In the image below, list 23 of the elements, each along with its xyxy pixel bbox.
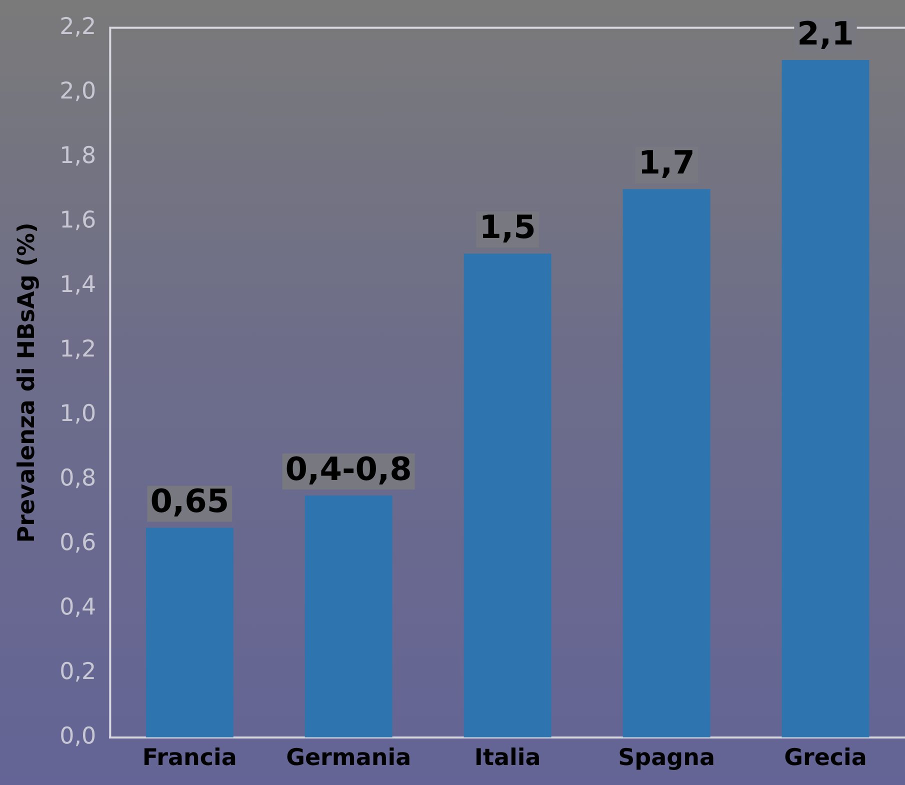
y-tick-label: 1,8 xyxy=(60,142,96,169)
data-label: 1,5 xyxy=(479,208,536,246)
y-tick-label: 0,8 xyxy=(60,465,96,492)
data-label: 0,65 xyxy=(150,482,230,520)
y-tick-label: 1,4 xyxy=(60,272,96,298)
data-label: 0,4-0,8 xyxy=(285,450,412,488)
y-tick-label: 0,0 xyxy=(60,723,96,750)
x-tick-label: Grecia xyxy=(784,745,867,772)
y-tick-label: 2,2 xyxy=(60,14,96,40)
y-tick-label: 0,2 xyxy=(60,658,96,685)
y-tick-label: 0,6 xyxy=(60,530,96,556)
y-tick-label: 2,0 xyxy=(60,78,96,104)
x-tick-label: Italia xyxy=(474,745,541,772)
data-label: 2,1 xyxy=(797,14,854,52)
y-tick-label: 0,4 xyxy=(60,594,96,620)
y-tick-label: 1,2 xyxy=(60,336,96,362)
y-tick-label: 1,0 xyxy=(60,400,96,427)
y-axis-title: Prevalenza di HBsAg (%) xyxy=(14,222,40,543)
x-tick-label: Spagna xyxy=(618,745,716,772)
x-tick-label: Francia xyxy=(142,745,237,772)
y-tick-label: 1,6 xyxy=(60,207,96,234)
x-tick-label: Germania xyxy=(286,745,412,772)
data-label: 1,7 xyxy=(638,143,695,182)
